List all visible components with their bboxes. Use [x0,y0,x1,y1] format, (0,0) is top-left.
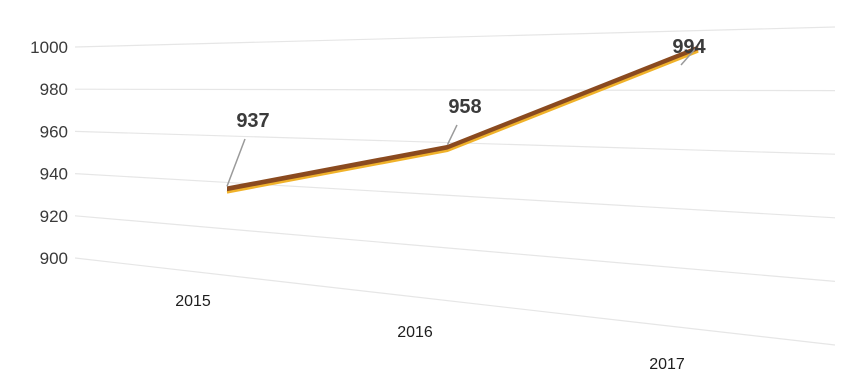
x-tick-label: 2016 [397,324,433,341]
data-label: 994 [672,36,706,58]
x-tick-label: 2017 [649,356,685,369]
series-line-edge [226,50,699,194]
x-axis-ticks: 2015 2016 2017 [175,293,685,369]
gridline [74,88,836,92]
y-tick-label: 940 [40,165,68,184]
data-label-leader [446,124,458,146]
gridline [74,26,836,48]
data-label: 937 [236,110,269,132]
chart-gridlines [74,26,836,346]
y-tick-label: 980 [40,80,68,99]
y-axis-ticks: 1000 980 960 940 920 900 [30,38,68,268]
gridline [74,257,836,346]
series-line-ribbon [227,45,699,193]
y-tick-label: 900 [40,249,68,268]
y-tick-label: 920 [40,207,68,226]
gridline [74,215,836,282]
data-label: 958 [448,96,481,118]
y-tick-label: 1000 [30,38,68,57]
chart-series [226,45,699,194]
data-labels: 937 958 994 [226,36,707,187]
data-label-leader [680,45,699,66]
gridline [74,173,836,219]
data-label-leader [226,138,246,187]
x-tick-label: 2015 [175,293,211,310]
y-tick-label: 960 [40,122,68,141]
